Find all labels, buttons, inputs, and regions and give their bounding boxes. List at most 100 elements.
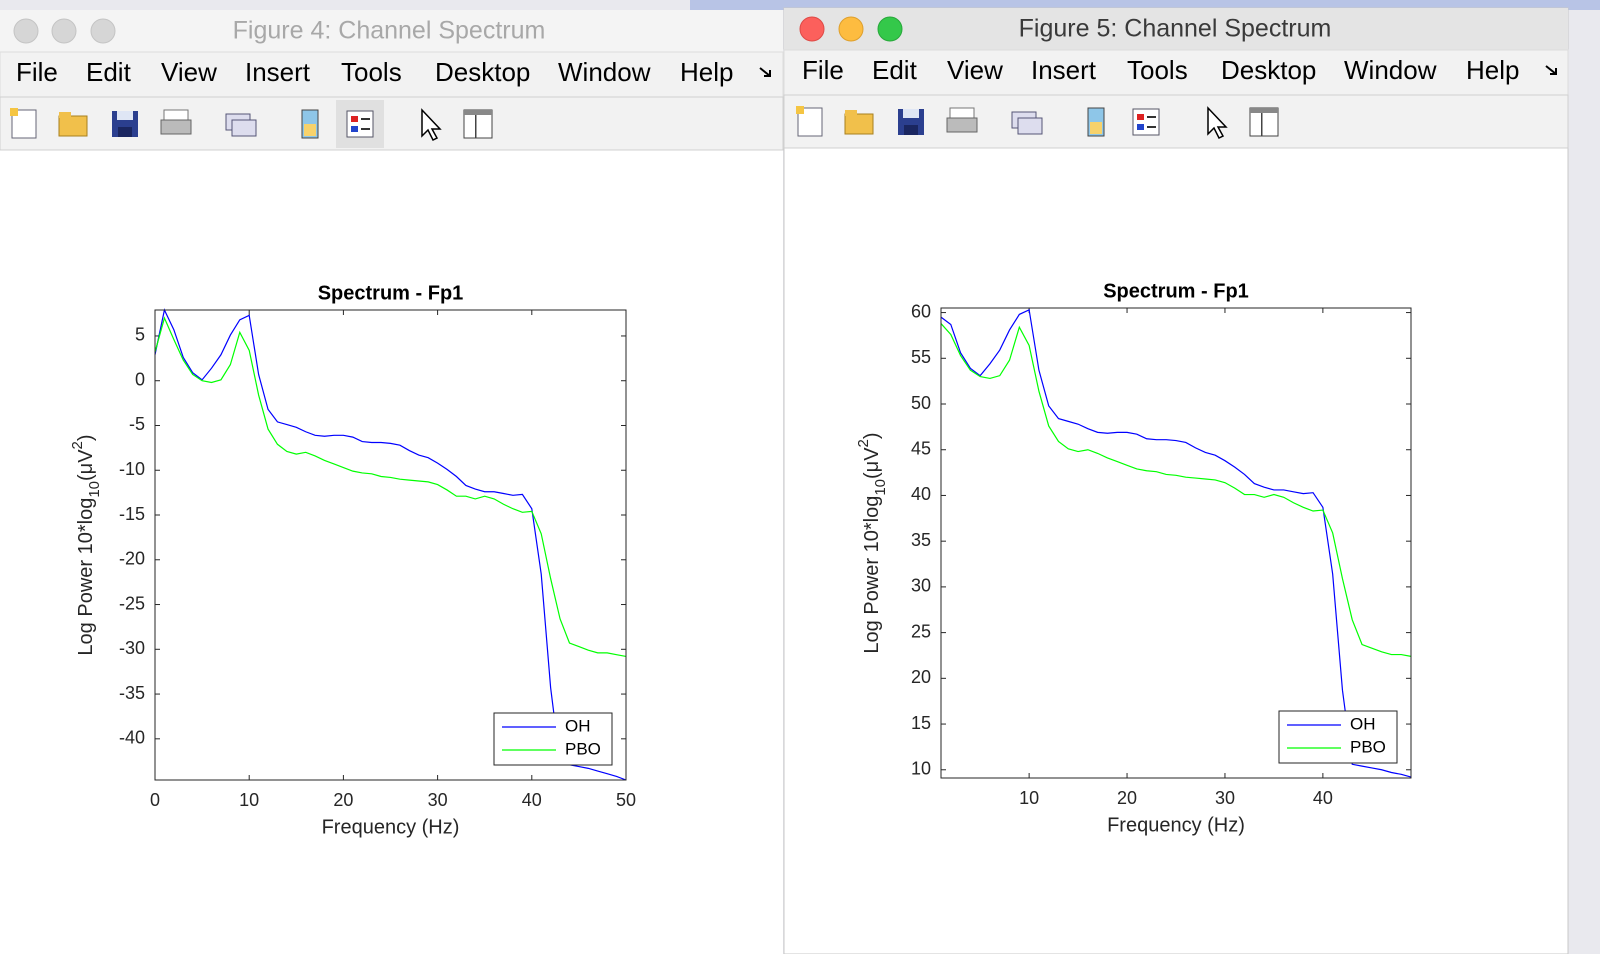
toolbar-button[interactable] [898,109,924,135]
x-tick-label: 0 [150,790,160,810]
x-tick-label: 50 [616,790,636,810]
y-tick-label: 25 [911,621,931,641]
y-tick-label: -5 [129,414,145,434]
y-axis-label-part: ) [861,432,883,439]
icon-part [11,109,37,139]
menu-item[interactable]: View [161,57,217,87]
y-tick-label: -20 [119,549,145,569]
toolbar-button[interactable] [225,113,257,137]
close-button[interactable] [13,18,39,44]
x-tick-label: 10 [1019,788,1039,808]
toolbar-button[interactable] [1207,106,1228,140]
icon-part [1147,126,1156,128]
menu-item[interactable]: Help [1466,55,1519,85]
toolbar-button[interactable] [844,110,874,135]
menu-item[interactable]: View [947,55,1003,85]
menu-item[interactable]: Window [1344,55,1437,85]
close-button[interactable] [799,16,825,42]
toolbar-button[interactable] [112,111,138,137]
legend-label: OH [1350,714,1376,733]
icon-part [464,110,492,115]
menu-item[interactable]: Edit [86,57,132,87]
y-tick-label: 45 [911,438,931,458]
toolbar-button[interactable] [301,109,319,139]
toolbar-button[interactable] [160,109,192,135]
icon-part [117,111,133,120]
desktop-strip [690,0,1600,10]
toolbar-button[interactable] [463,109,493,139]
toolbar-button[interactable] [1132,108,1160,136]
y-tick-label: 50 [911,393,931,413]
legend-label: PBO [565,739,601,758]
menu-overflow[interactable] [759,67,771,77]
icon-part [1261,113,1263,136]
menu-item[interactable]: File [16,57,58,87]
series-line [154,308,627,781]
y-tick-label: 55 [911,347,931,367]
legend [493,712,613,766]
y-axis-label-part: 2 [69,441,86,449]
legend-label: OH [565,716,591,735]
icon-part [351,126,358,132]
icon-part [1137,114,1144,120]
toolbar-button[interactable] [421,108,442,142]
icon-part [903,109,919,118]
menu-item[interactable]: Tools [1127,55,1188,85]
chart-title: Spectrum - Fp1 [318,282,464,304]
menu-item[interactable]: Desktop [435,57,530,87]
minimize-button[interactable] [838,16,864,42]
zoom-button[interactable] [90,18,116,44]
icon-part [361,118,370,120]
icon-part [1207,106,1228,140]
plot-area [941,308,1411,778]
icon-part [59,112,71,118]
menu-item[interactable]: File [802,55,844,85]
y-tick-label: 35 [911,530,931,550]
toolbar-button[interactable] [1249,107,1279,137]
menu-item[interactable]: Window [558,57,651,87]
chart: Spectrum - Fp1 Frequency (Hz) Log Power 10… [855,280,1412,836]
menu-overflow[interactable] [1545,65,1557,75]
series-line [154,316,627,658]
y-axis-label-part: (μV [861,447,883,479]
icon-part [946,117,978,133]
menu-item[interactable]: Insert [245,57,311,87]
y-tick-label: -30 [119,638,145,658]
menu-item[interactable]: Desktop [1221,55,1316,85]
y-axis-label-part: (μV [75,449,97,481]
menu-bar [783,49,1569,96]
x-tick-label: 30 [1215,788,1235,808]
icon-part [475,115,477,138]
y-tick-label: 40 [911,484,931,504]
toolbar-button[interactable] [10,108,37,139]
icon-part [845,110,857,116]
y-axis-label-part: 10 [86,481,103,498]
window: Figure 4: Channel Spectrum [0,10,784,954]
menu-item[interactable]: Tools [341,57,402,87]
toolbar-button[interactable] [1087,107,1105,137]
menu-item[interactable]: Insert [1031,55,1097,85]
icon-part [58,115,88,137]
toolbar-button[interactable] [946,107,978,133]
icon-part [118,127,132,137]
y-tick-label: -15 [119,504,145,524]
icon-part [1147,116,1156,118]
axes-box [940,307,1412,779]
toolbar-button[interactable] [346,110,374,138]
x-axis-label: Frequency (Hz) [1107,814,1245,836]
zoom-button[interactable] [877,16,903,42]
minimize-button[interactable] [51,18,77,44]
y-tick-label: -40 [119,728,145,748]
toolbar-button[interactable] [1011,111,1043,135]
icon-part [421,108,442,142]
menu-item[interactable]: Edit [872,55,918,85]
menu-item[interactable]: Help [680,57,733,87]
x-tick-label: 10 [239,790,259,810]
icon-part [1017,117,1043,135]
toolbar-button[interactable] [796,106,823,137]
plot-area [155,310,626,780]
toolbar-button[interactable] [58,112,88,137]
icon-part [160,119,192,135]
chart: Spectrum - Fp1 Frequency (Hz) Log Power 10… [69,282,636,838]
y-tick-label: 0 [135,369,145,389]
